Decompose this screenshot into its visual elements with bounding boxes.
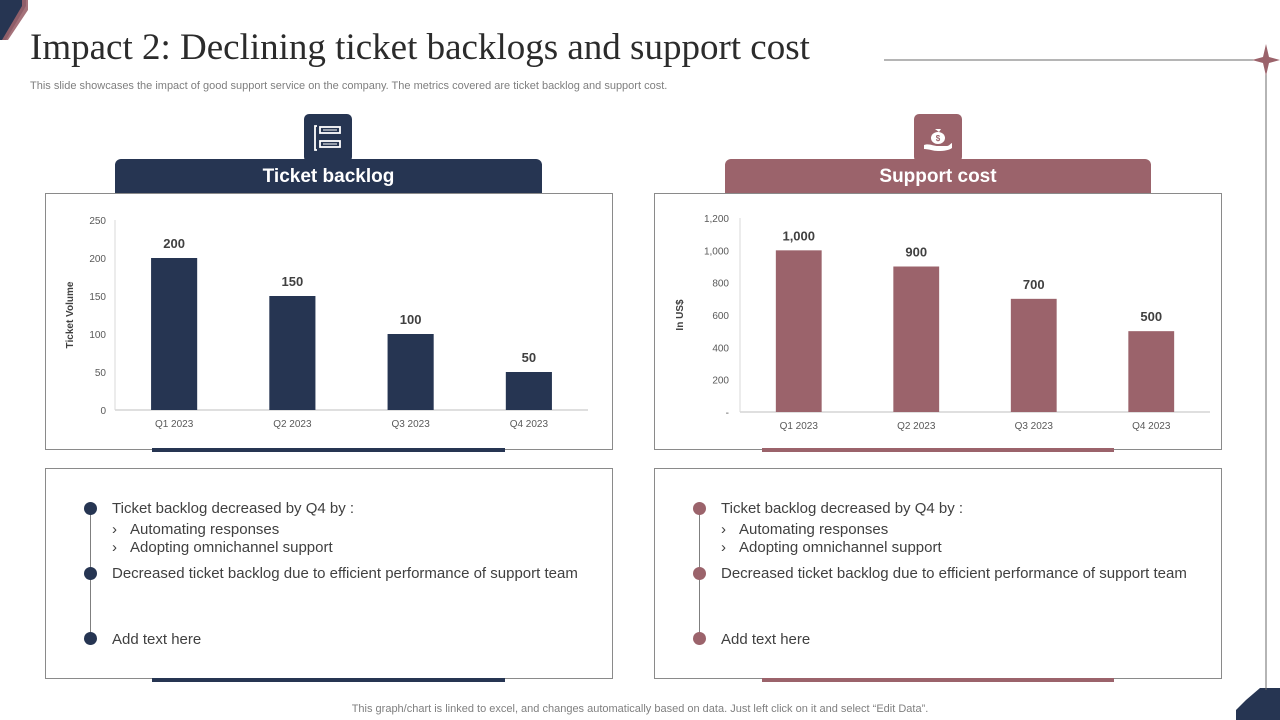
bar xyxy=(505,372,552,410)
text-panel-underbar xyxy=(762,678,1114,682)
y-tick-label: 400 xyxy=(712,343,729,354)
page-title: Impact 2: Declining ticket backlogs and … xyxy=(30,27,810,68)
bar xyxy=(269,296,316,410)
y-tick-label: 150 xyxy=(89,292,106,303)
x-tick-label: Q2 2023 xyxy=(273,419,312,430)
data-label: 1,000 xyxy=(782,228,815,243)
y-tick-label: 600 xyxy=(712,311,729,322)
y-tick-label: 0 xyxy=(100,406,106,417)
bullet-dot xyxy=(693,567,706,580)
data-label: 100 xyxy=(400,312,422,327)
tab-support-cost: Support cost xyxy=(725,159,1151,195)
data-label: 700 xyxy=(1023,277,1045,292)
bar-charts: 0 50 100 150 200 250 Ticket Volume 200 Q1 2023 15… xyxy=(65,214,1210,432)
bullet-dot xyxy=(693,502,706,515)
bullet-text: Ticket backlog decreased by Q4 by : xyxy=(112,500,355,517)
corner-decoration-bottom-right xyxy=(1236,688,1280,720)
corner-decoration-top-left xyxy=(0,0,28,40)
bar xyxy=(387,334,434,410)
bar xyxy=(151,258,198,410)
y-tick-label: 200 xyxy=(712,376,729,387)
y-tick-label: 800 xyxy=(712,279,729,290)
y-tick-label: 1,200 xyxy=(704,214,729,225)
x-tick-label: Q2 2023 xyxy=(897,421,936,432)
y-tick-label: 50 xyxy=(95,368,107,379)
bullet-dot xyxy=(84,567,97,580)
x-tick-label: Q3 2023 xyxy=(1015,421,1054,432)
sub-bullet: › Automating responses xyxy=(721,521,889,538)
bullet-text: Add text here xyxy=(112,631,202,648)
bullet-text: Decreased ticket backlog due to efficien… xyxy=(112,565,578,582)
y-tick-label: 100 xyxy=(89,330,106,341)
data-label: 50 xyxy=(522,350,536,365)
sub-bullet: › Adopting omnichannel support xyxy=(112,539,333,556)
bullet-dot xyxy=(84,632,97,645)
bullet-text: Add text here xyxy=(721,631,811,648)
bar xyxy=(775,250,822,412)
y-axis-label: In US$ xyxy=(675,299,686,331)
text-panel-underbar xyxy=(152,678,505,682)
y-tick-label: 200 xyxy=(89,254,106,265)
page-subtitle: This slide showcases the impact of good … xyxy=(30,80,668,92)
document-list-icon xyxy=(302,112,354,164)
sub-bullet: › Adopting omnichannel support xyxy=(721,539,942,556)
x-tick-label: Q4 2023 xyxy=(510,419,549,430)
data-label: 150 xyxy=(282,274,304,289)
x-tick-label: Q3 2023 xyxy=(391,419,430,430)
chart-panel-underbar xyxy=(762,448,1114,452)
data-label: 900 xyxy=(905,245,927,260)
sub-bullet: › Automating responses xyxy=(112,521,280,538)
x-tick-label: Q1 2023 xyxy=(780,421,819,432)
bullet-dot xyxy=(84,502,97,515)
data-label: 200 xyxy=(163,236,185,251)
svg-text:$: $ xyxy=(936,134,941,143)
y-axis-label: Ticket Volume xyxy=(65,281,76,348)
money-bag-hand-icon: $ xyxy=(912,112,964,164)
chart-panel-underbar xyxy=(152,448,505,452)
bar xyxy=(1010,298,1057,412)
text-panel-support-cost xyxy=(654,468,1222,679)
x-tick-label: Q1 2023 xyxy=(155,419,194,430)
y-tick-label: 250 xyxy=(89,216,106,227)
bar xyxy=(893,266,940,412)
bullet-text: Decreased ticket backlog due to efficien… xyxy=(721,565,1187,582)
y-tick-label: 1,000 xyxy=(704,246,729,257)
tab-ticket-backlog: Ticket backlog xyxy=(115,159,542,195)
bar xyxy=(1128,331,1175,412)
bullet-text: Ticket backlog decreased by Q4 by : xyxy=(721,500,964,517)
data-label: 500 xyxy=(1140,309,1162,324)
bullet-dot xyxy=(693,632,706,645)
x-tick-label: Q4 2023 xyxy=(1132,421,1171,432)
y-tick-label: - xyxy=(726,408,729,419)
footer-note: This graph/chart is linked to excel, and… xyxy=(351,703,929,715)
